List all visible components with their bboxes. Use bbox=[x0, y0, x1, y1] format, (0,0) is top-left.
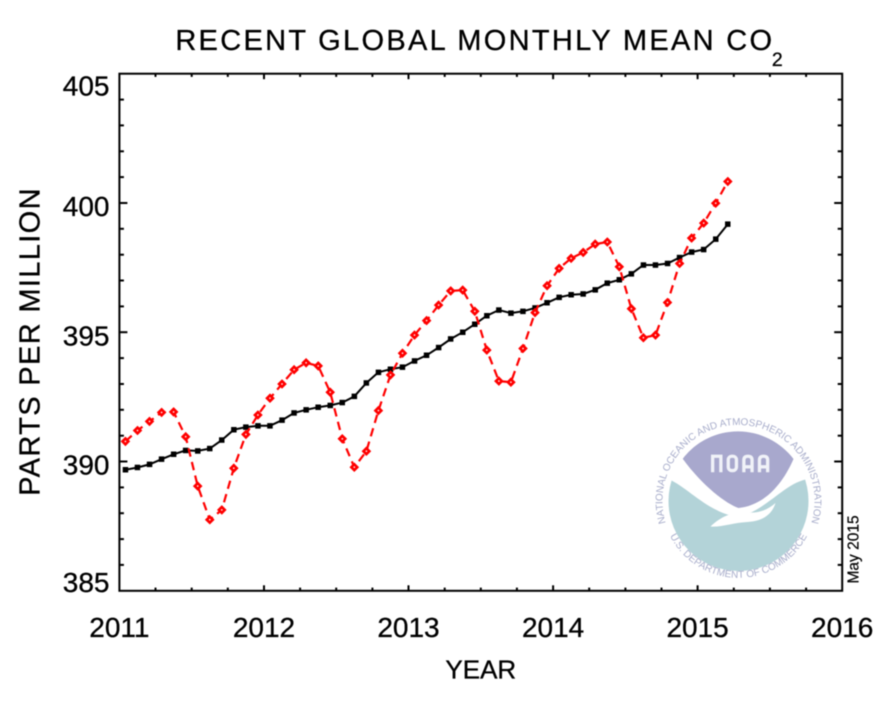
svg-text:395: 395 bbox=[63, 320, 110, 351]
svg-text:May 2015: May 2015 bbox=[846, 515, 863, 583]
svg-text:2013: 2013 bbox=[377, 612, 439, 643]
svg-text:2014: 2014 bbox=[522, 612, 584, 643]
svg-text:YEAR: YEAR bbox=[445, 654, 516, 684]
svg-text:2011: 2011 bbox=[89, 612, 149, 643]
svg-text:2015: 2015 bbox=[666, 612, 728, 643]
svg-text:2012: 2012 bbox=[233, 612, 295, 643]
svg-text:400: 400 bbox=[63, 191, 110, 222]
svg-text:390: 390 bbox=[63, 450, 110, 481]
svg-text:405: 405 bbox=[63, 71, 110, 102]
svg-text:385: 385 bbox=[63, 567, 110, 598]
svg-text:2016: 2016 bbox=[811, 612, 873, 643]
svg-text:PARTS PER MILLION: PARTS PER MILLION bbox=[14, 187, 46, 496]
